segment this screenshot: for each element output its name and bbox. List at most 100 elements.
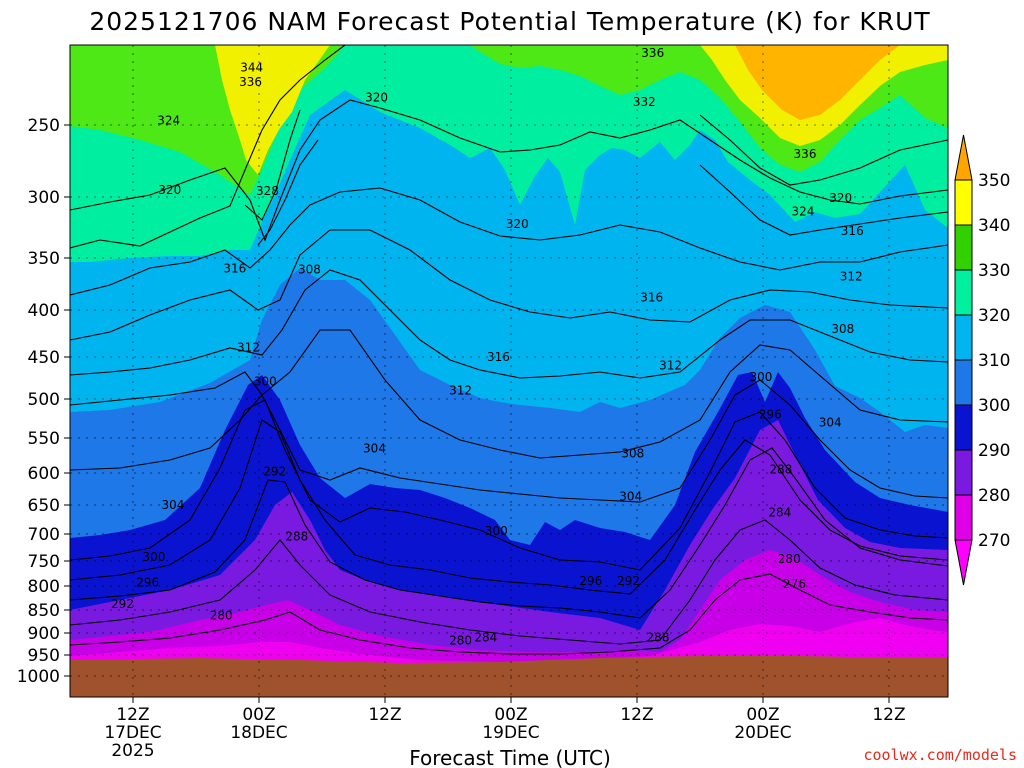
- contour-label-292: 292: [111, 597, 134, 611]
- colorbar-swatch-310: [954, 359, 973, 406]
- contour-label-280: 280: [210, 609, 233, 623]
- contour-label-308: 308: [298, 262, 321, 276]
- contour-label-320: 320: [365, 91, 388, 105]
- colorbar-label-280: 280: [978, 486, 1010, 506]
- x-tick-label-0-1: 12Z: [116, 705, 149, 725]
- contour-label-312: 312: [449, 384, 472, 398]
- y-axis: 250 300 350 400 450 500 550 600 650 700 750 800 850 9…: [17, 116, 70, 687]
- contour-label-324: 324: [157, 114, 180, 128]
- colorbar-swatch-280: [954, 494, 973, 541]
- contour-label-308: 308: [831, 322, 854, 336]
- contour-label-312: 312: [237, 341, 260, 355]
- colorbar-swatch-350: [954, 179, 973, 226]
- contour-label-316: 316: [223, 261, 246, 275]
- contour-label-284: 284: [474, 630, 497, 644]
- contour-label-324: 324: [791, 205, 814, 219]
- plot-frame: [69, 44, 949, 698]
- contour-label-344: 344: [240, 60, 263, 74]
- y-tick-label-750: 750: [28, 552, 60, 572]
- x-tick-label-2-1: 12Z: [368, 705, 401, 725]
- contour-label-300: 300: [254, 374, 277, 388]
- contour-label-304: 304: [363, 442, 386, 456]
- contour-label-328: 328: [256, 184, 279, 198]
- y-tick-label-1000: 1000: [17, 667, 60, 687]
- contour-label-312: 312: [840, 270, 863, 284]
- contour-label-312: 312: [659, 358, 682, 372]
- contour-label-276: 276: [783, 577, 806, 591]
- colorbar-label-290: 290: [978, 441, 1010, 461]
- contour-label-320: 320: [158, 183, 181, 197]
- x-tick-label-0-3: 2025: [111, 741, 154, 761]
- contour-label-288: 288: [769, 463, 792, 477]
- y-tick-label-550: 550: [28, 429, 60, 449]
- colorbar-label-340: 340: [978, 216, 1010, 236]
- contour-label-296: 296: [579, 574, 602, 588]
- contour-label-304: 304: [819, 415, 842, 429]
- y-tick-label-250: 250: [28, 116, 60, 136]
- contour-label-300: 300: [749, 370, 772, 384]
- y-tick-label-500: 500: [28, 390, 60, 410]
- x-tick-label-0-2: 17DEC: [104, 723, 161, 743]
- y-tick-label-400: 400: [28, 301, 60, 321]
- y-tick-label-600: 600: [28, 464, 60, 484]
- colorbar-label-270: 270: [978, 531, 1010, 551]
- x-tick-label-3-1: 00Z: [494, 705, 527, 725]
- contour-label-304: 304: [161, 498, 184, 512]
- contour-label-284: 284: [768, 506, 791, 520]
- y-tick-label-350: 350: [28, 249, 60, 269]
- band-350-plus: [735, 45, 900, 120]
- contour-label-316: 316: [487, 350, 510, 364]
- band-340-350-left: [215, 45, 330, 175]
- contour-label-300: 300: [485, 524, 508, 538]
- contour-label-308: 308: [621, 446, 644, 460]
- x-tick-label-4-1: 12Z: [620, 705, 653, 725]
- y-tick-label-800: 800: [28, 577, 60, 597]
- credit-text: coolwx.com/models: [863, 746, 1017, 764]
- chart-title: 2025121706 NAM Forecast Potential Temper…: [89, 7, 930, 36]
- contour-label-292: 292: [617, 574, 640, 588]
- contour-label-332: 332: [633, 95, 656, 109]
- contour-label-292: 292: [263, 465, 286, 479]
- x-tick-label-5-1: 00Z: [746, 705, 779, 725]
- x-tick-label-6-1: 12Z: [872, 705, 905, 725]
- x-tick-label-5-2: 20DEC: [734, 723, 791, 743]
- x-tick-label-1-1: 00Z: [242, 705, 275, 725]
- contour-label-320: 320: [829, 191, 852, 205]
- colorbar-swatch-340: [954, 224, 973, 271]
- colorbar-label-310: 310: [978, 351, 1010, 371]
- y-tick-label-300: 300: [28, 188, 60, 208]
- y-tick-label-950: 950: [28, 646, 60, 666]
- contour-label-336: 336: [794, 147, 817, 161]
- contour-label-280: 280: [778, 552, 801, 566]
- contour-label-316: 316: [640, 291, 663, 305]
- contour-label-288: 288: [285, 530, 308, 544]
- y-tick-label-700: 700: [28, 525, 60, 545]
- contour-label-320: 320: [506, 217, 529, 231]
- colorbar-swatch-300: [954, 404, 973, 451]
- y-tick-label-900: 900: [28, 624, 60, 644]
- colorbar-label-330: 330: [978, 261, 1010, 281]
- contour-label-300: 300: [143, 550, 166, 564]
- x-axis-label: Forecast Time (UTC): [409, 746, 611, 768]
- colorbar-top-arrow: [954, 134, 973, 181]
- colorbar-bottom-arrow: [954, 539, 973, 586]
- x-tick-label-1-2: 18DEC: [230, 723, 287, 743]
- colorbar-swatch-330: [954, 269, 973, 316]
- contour-label-336: 336: [239, 75, 262, 89]
- contour-label-296: 296: [759, 408, 782, 422]
- y-tick-label-450: 450: [28, 348, 60, 368]
- contour-label-336: 336: [641, 46, 664, 60]
- colorbar-swatch-320: [954, 314, 973, 361]
- x-tick-label-3-2: 19DEC: [482, 723, 539, 743]
- y-tick-label-650: 650: [28, 496, 60, 516]
- ground-surface: [70, 656, 948, 697]
- y-tick-label-850: 850: [28, 601, 60, 621]
- contour-label-280: 280: [449, 633, 472, 647]
- colorbar-label-320: 320: [978, 306, 1010, 326]
- colorbar-label-300: 300: [978, 396, 1010, 416]
- contour-label-304: 304: [619, 490, 642, 504]
- colorbar-label-350: 350: [978, 171, 1010, 191]
